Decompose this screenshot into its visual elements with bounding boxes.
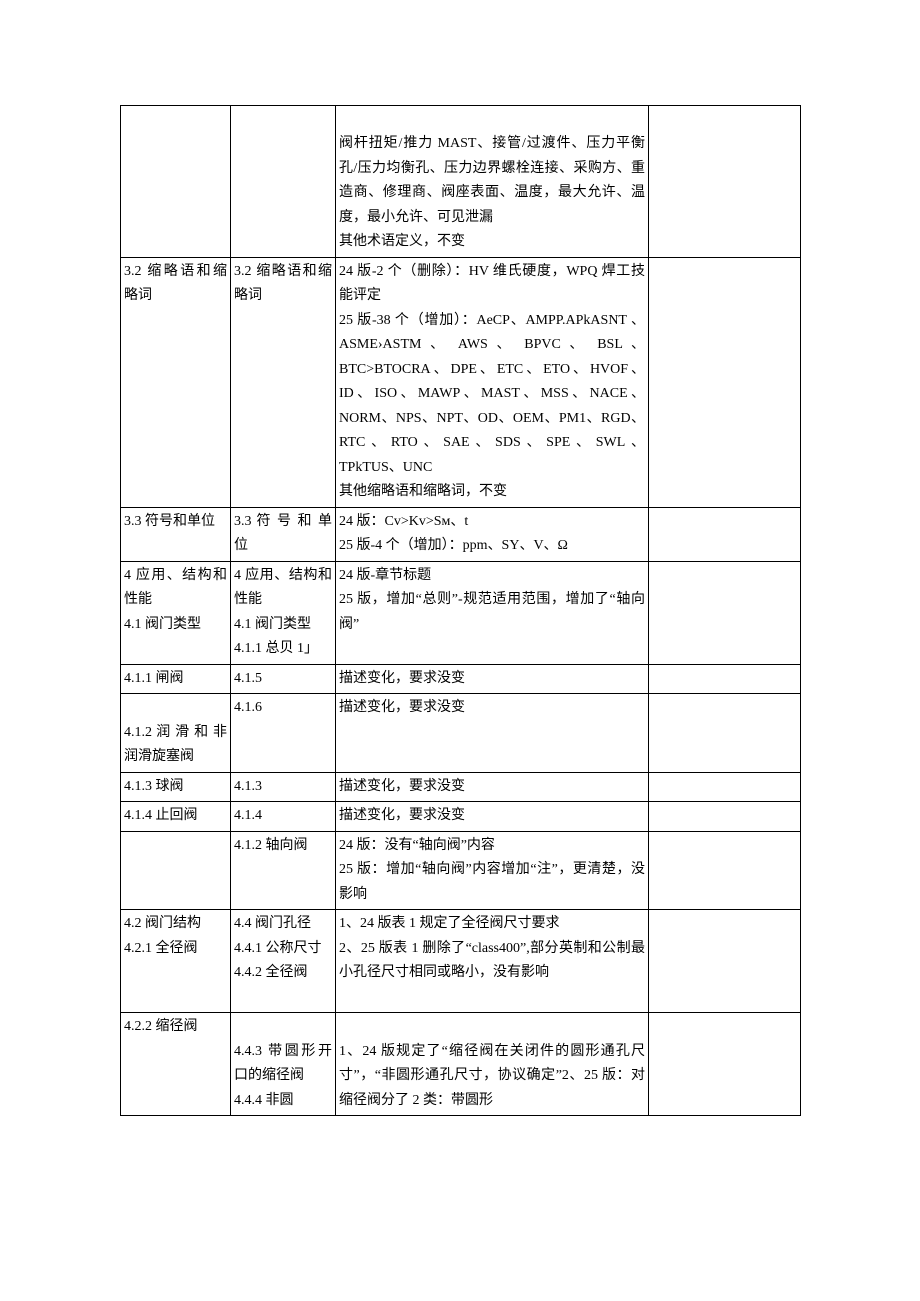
table-cell: 描述变化，要求没变 [336,772,649,802]
table-cell: 24 版-2 个（删除）：HV 维氏硬度，WPQ 焊工技能评定25 版-38 个… [336,257,649,507]
table-cell [649,694,801,773]
table-row: 4.1.4 止回阀4.1.4描述变化，要求没变 [121,802,801,832]
table-cell [649,831,801,910]
table-cell: 4.1.3 [231,772,336,802]
table-cell [649,664,801,694]
table-row: 4.1.2 轴向阀24 版：没有“轴向阀”内容25 版：增加“轴向阀”内容增加“… [121,831,801,910]
table-row: 4.1.2 润 滑 和 非润滑旋塞阀4.1.6描述变化，要求没变 [121,694,801,773]
table-cell: 4 应用、结构和性能4.1 阀门类型 [121,561,231,664]
table-cell: 4.1.2 润 滑 和 非润滑旋塞阀 [121,694,231,773]
table-cell: 4.1.5 [231,664,336,694]
table-row: 4.1.3 球阀4.1.3描述变化，要求没变 [121,772,801,802]
table-row: 4 应用、结构和性能4.1 阀门类型4 应用、结构和性能4.1 阀门类型4.1.… [121,561,801,664]
comparison-table: 阀杆扭矩/推力 MAST、接管/过渡件、压力平衡孔/压力均衡孔、压力边界螺栓连接… [120,105,801,1116]
table-row: 阀杆扭矩/推力 MAST、接管/过渡件、压力平衡孔/压力均衡孔、压力边界螺栓连接… [121,106,801,258]
table-cell [649,106,801,258]
table-cell [121,106,231,258]
table-cell: 4 应用、结构和性能4.1 阀门类型4.1.1 总贝 1」 [231,561,336,664]
table-cell: 3.2 缩略语和缩略词 [231,257,336,507]
table-cell [649,1013,801,1116]
table-cell [231,106,336,258]
table-cell: 3.2 缩略语和缩略词 [121,257,231,507]
table-cell: 1、24 版表 1 规定了全径阀尺寸要求2、25 版表 1 删除了“class4… [336,910,649,1013]
table-cell: 描述变化，要求没变 [336,664,649,694]
table-cell: 4.1.4 止回阀 [121,802,231,832]
table-cell [649,257,801,507]
table-body: 阀杆扭矩/推力 MAST、接管/过渡件、压力平衡孔/压力均衡孔、压力边界螺栓连接… [121,106,801,1116]
table-cell: 4.4 阀门孔径4.4.1 公称尺寸4.4.2 全径阀 [231,910,336,1013]
table-cell: 4.2 阀门结构4.2.1 全径阀 [121,910,231,1013]
table-cell: 24 版-章节标题25 版，增加“总则”-规范适用范围，增加了“轴向阀” [336,561,649,664]
table-cell: 1、24 版规定了“缩径阀在关闭件的圆形通孔尺寸”，“非圆形通孔尺寸，协议确定”… [336,1013,649,1116]
table-row: 3.3 符号和单位3.3 符 号 和 单位24 版：Cv>Kv>Sᴍ、t25 版… [121,507,801,561]
table-cell [649,772,801,802]
table-cell [649,507,801,561]
table-cell [649,802,801,832]
table-cell: 4.1.3 球阀 [121,772,231,802]
table-cell: 3.3 符号和单位 [121,507,231,561]
table-cell: 4.1.4 [231,802,336,832]
table-cell: 3.3 符 号 和 单位 [231,507,336,561]
table-row: 4.1.1 闸阀4.1.5描述变化，要求没变 [121,664,801,694]
table-cell: 4.4.3 带圆形开口的缩径阀4.4.4 非圆 [231,1013,336,1116]
table-cell: 4.1.6 [231,694,336,773]
table-row: 4.2 阀门结构4.2.1 全径阀4.4 阀门孔径4.4.1 公称尺寸4.4.2… [121,910,801,1013]
table-cell: 24 版：没有“轴向阀”内容25 版：增加“轴向阀”内容增加“注”，更清楚，没影… [336,831,649,910]
table-cell: 24 版：Cv>Kv>Sᴍ、t25 版-4 个（增加）：ppm、SY、V、Ω [336,507,649,561]
document-page: 阀杆扭矩/推力 MAST、接管/过渡件、压力平衡孔/压力均衡孔、压力边界螺栓连接… [0,0,920,1176]
table-cell: 4.2.2 缩径阀 [121,1013,231,1116]
table-cell [121,831,231,910]
table-cell [649,561,801,664]
table-cell: 阀杆扭矩/推力 MAST、接管/过渡件、压力平衡孔/压力均衡孔、压力边界螺栓连接… [336,106,649,258]
table-cell [649,910,801,1013]
table-row: 4.2.2 缩径阀4.4.3 带圆形开口的缩径阀4.4.4 非圆1、24 版规定… [121,1013,801,1116]
table-row: 3.2 缩略语和缩略词3.2 缩略语和缩略词24 版-2 个（删除）：HV 维氏… [121,257,801,507]
table-cell: 描述变化，要求没变 [336,802,649,832]
table-cell: 4.1.2 轴向阀 [231,831,336,910]
table-cell: 描述变化，要求没变 [336,694,649,773]
table-cell: 4.1.1 闸阀 [121,664,231,694]
